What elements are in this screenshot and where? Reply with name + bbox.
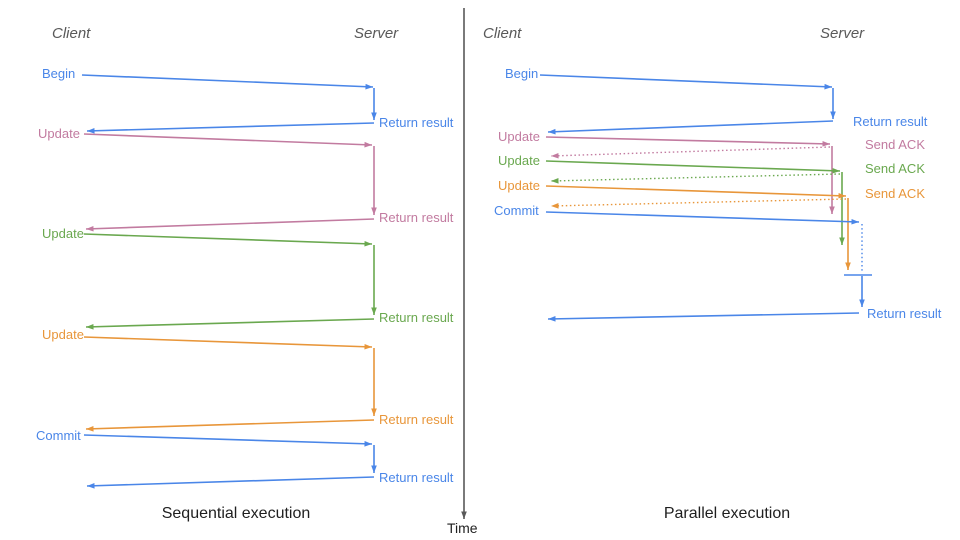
- update1-ack-line: [550, 146, 831, 159]
- update3-return-line-arrowhead-icon: [86, 425, 94, 432]
- update2-label: Update: [498, 153, 540, 168]
- client-header: Client: [52, 25, 91, 42]
- update3-ack-line-arrowhead-icon: [551, 203, 559, 209]
- commit-request-line-arrowhead-icon: [364, 440, 372, 447]
- begin-label: Begin: [42, 66, 75, 81]
- update2-process-line-arrowhead-icon: [839, 237, 845, 245]
- return-result-label: Return result: [379, 310, 454, 325]
- panel-caption: Parallel execution: [664, 505, 790, 522]
- update1-process-line: [829, 146, 835, 214]
- commit-request-line: [545, 211, 860, 225]
- return-result-label: Return result: [379, 210, 454, 225]
- update2-ack-line-arrowhead-icon: [551, 178, 559, 184]
- commit-return-line: [86, 476, 375, 489]
- return-result-label: Return result: [379, 412, 454, 427]
- update2-request-line-arrowhead-icon: [364, 240, 372, 247]
- panel-caption: Sequential execution: [162, 505, 311, 522]
- update1-label: Update: [38, 126, 80, 141]
- time-axis-line: [461, 8, 467, 519]
- update2-label: Update: [42, 226, 84, 241]
- update1-label: Update: [498, 129, 540, 144]
- send-ack-label: Send ACK: [865, 137, 925, 152]
- commit-process-line-arrowhead-icon: [859, 299, 865, 307]
- time-axis-label: Time: [447, 520, 478, 536]
- begin-request-line-arrowhead-icon: [824, 83, 832, 90]
- begin-request-line-arrowhead-icon: [365, 83, 373, 90]
- commit-return-line-arrowhead-icon: [87, 482, 95, 489]
- server-header: Server: [820, 25, 865, 42]
- update1-return-line-arrowhead-icon: [86, 225, 94, 232]
- update3-process-line: [845, 198, 851, 270]
- update2-request-line: [83, 233, 373, 247]
- update1-request-line-arrowhead-icon: [822, 141, 830, 147]
- commit-label: Commit: [36, 428, 81, 443]
- begin-request-line: [539, 74, 833, 90]
- update1-request-line: [83, 133, 373, 148]
- commit-label: Commit: [494, 203, 539, 218]
- update2-return-line-arrowhead-icon: [86, 323, 94, 330]
- update3-request-line: [545, 185, 847, 199]
- send-ack-label: Send ACK: [865, 161, 925, 176]
- update2-request-line: [545, 160, 841, 174]
- update3-process-line: [371, 348, 377, 416]
- begin-process-line-arrowhead-icon: [371, 112, 377, 120]
- update2-process-line-arrowhead-icon: [371, 307, 377, 315]
- update1-ack-line-arrowhead-icon: [551, 152, 559, 159]
- update1-request-line-arrowhead-icon: [364, 141, 372, 148]
- server-header: Server: [354, 25, 399, 42]
- commit-request-line: [83, 434, 373, 447]
- update3-process-line-arrowhead-icon: [371, 408, 377, 416]
- begin-process-line: [830, 88, 836, 119]
- update1-request-line: [545, 136, 831, 147]
- update2-return-line: [85, 318, 375, 330]
- begin-return-line-arrowhead-icon: [548, 128, 556, 135]
- update3-request-line: [83, 336, 373, 350]
- update1-process-line: [371, 146, 377, 215]
- update3-return-line: [85, 419, 375, 432]
- commit-process-line: [859, 276, 865, 307]
- update2-process-line: [371, 245, 377, 315]
- update1-return-line: [85, 218, 375, 232]
- begin-return-line: [547, 120, 834, 135]
- update3-process-line-arrowhead-icon: [845, 262, 851, 270]
- begin-request-line: [81, 74, 374, 90]
- update1-process-line-arrowhead-icon: [371, 207, 377, 215]
- begin-process-line-arrowhead-icon: [830, 111, 836, 119]
- send-ack-label: Send ACK: [865, 186, 925, 201]
- client-header: Client: [483, 25, 522, 42]
- begin-label: Begin: [505, 66, 538, 81]
- return-result-label: Return result: [379, 470, 454, 485]
- return-result-label: Return result: [853, 114, 928, 129]
- commit-return-line-arrowhead-icon: [548, 316, 556, 322]
- begin-return-line: [86, 122, 375, 134]
- update1-process-line-arrowhead-icon: [829, 206, 835, 214]
- commit-request-line-arrowhead-icon: [851, 218, 859, 225]
- begin-return-line-arrowhead-icon: [87, 127, 95, 134]
- update3-request-line-arrowhead-icon: [364, 343, 372, 350]
- update3-request-line-arrowhead-icon: [838, 192, 846, 199]
- begin-process-line: [371, 88, 377, 120]
- return-result-label: Return result: [379, 115, 454, 130]
- time-axis-line-arrowhead-icon: [461, 511, 467, 519]
- update2-ack-line: [550, 173, 841, 184]
- update3-label: Update: [42, 327, 84, 342]
- commit-return-line: [547, 312, 860, 322]
- update2-request-line-arrowhead-icon: [832, 167, 840, 174]
- return-result-label: Return result: [867, 306, 942, 321]
- update3-ack-line: [550, 198, 847, 209]
- update3-label: Update: [498, 178, 540, 193]
- commit-process-line-arrowhead-icon: [371, 465, 377, 473]
- update2-process-line: [839, 172, 845, 245]
- commit-process-line: [371, 445, 377, 473]
